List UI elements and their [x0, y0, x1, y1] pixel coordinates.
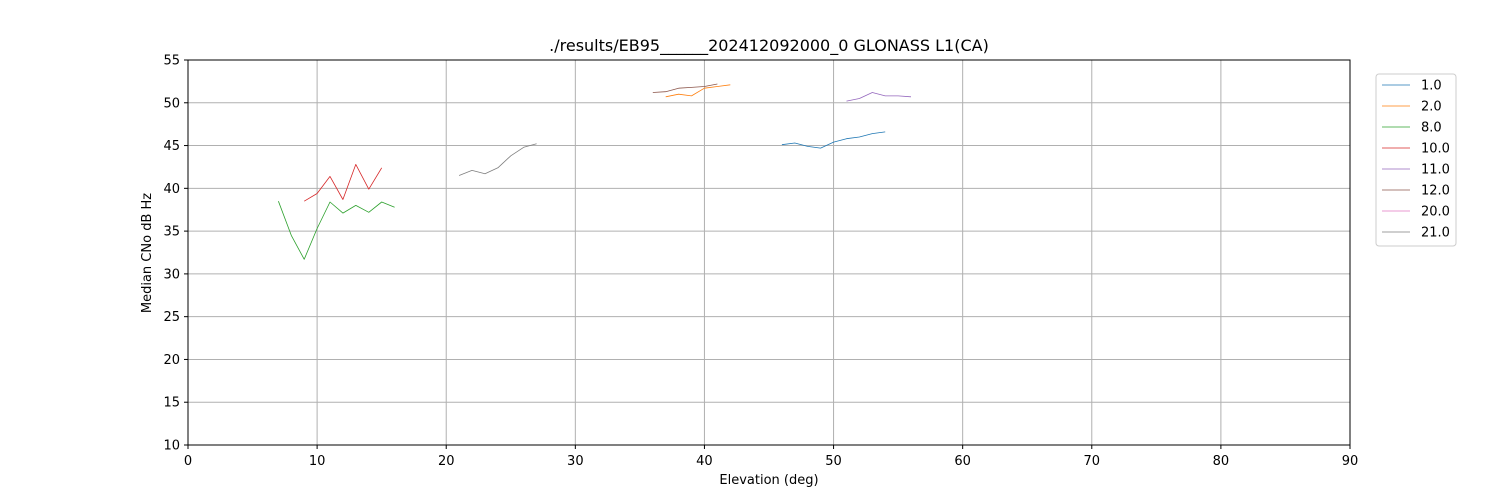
x-tick-label: 80	[1213, 454, 1230, 469]
y-tick-label: 15	[163, 396, 180, 411]
x-tick-label: 30	[567, 454, 584, 469]
plot-frame	[187, 59, 1351, 446]
legend: 1.0 2.0 8.0 10.0 11.0 12.0 20.0 21.0	[1375, 73, 1457, 247]
series-line-12.0	[652, 83, 718, 93]
series-line-21.0	[458, 143, 537, 176]
x-axis-label: Elevation (deg)	[719, 473, 818, 488]
chart-title: ./results/EB95______202412092000_0 GLONA…	[549, 36, 989, 56]
legend-label: 21.0	[1421, 226, 1450, 241]
legend-label: 10.0	[1421, 142, 1450, 157]
legend-label: 8.0	[1421, 121, 1442, 136]
y-tick-label: 40	[163, 182, 180, 197]
x-tick-label: 70	[1084, 454, 1101, 469]
y-tick-label: 45	[163, 139, 180, 154]
legend-label: 1.0	[1421, 79, 1442, 94]
y-axis-label: Median CNo dB Hz	[140, 193, 155, 313]
series-lines	[278, 83, 912, 260]
y-axis: 10 15 20 25 30 35 40 45 50 55	[163, 54, 188, 454]
x-tick-label: 10	[309, 454, 326, 469]
series-line-11.0	[846, 92, 912, 102]
x-tick-label: 20	[438, 454, 455, 469]
series-line-10.0	[303, 163, 383, 202]
legend-label: 12.0	[1421, 184, 1450, 199]
x-tick-label: 0	[184, 454, 192, 469]
x-tick-label: 40	[696, 454, 713, 469]
y-tick-label: 55	[163, 54, 180, 69]
legend-label: 20.0	[1421, 205, 1450, 220]
legend-label: 11.0	[1421, 163, 1450, 178]
y-tick-label: 25	[163, 310, 180, 325]
x-tick-label: 90	[1342, 454, 1359, 469]
y-tick-label: 50	[163, 96, 180, 111]
y-tick-label: 30	[163, 267, 180, 282]
y-tick-label: 10	[163, 439, 180, 454]
y-tick-label: 20	[163, 353, 180, 368]
x-tick-label: 60	[954, 454, 971, 469]
legend-label: 2.0	[1421, 100, 1442, 115]
series-line-1.0	[781, 131, 886, 149]
y-tick-label: 35	[163, 225, 180, 240]
x-tick-label: 50	[825, 454, 842, 469]
grid	[187, 59, 1351, 446]
x-axis: 0 10 20 30 40 50 60 70 80 90	[184, 445, 1358, 469]
series-line-8.0	[278, 201, 395, 260]
series-line-2.0	[665, 84, 731, 98]
legend-box	[1375, 73, 1457, 247]
